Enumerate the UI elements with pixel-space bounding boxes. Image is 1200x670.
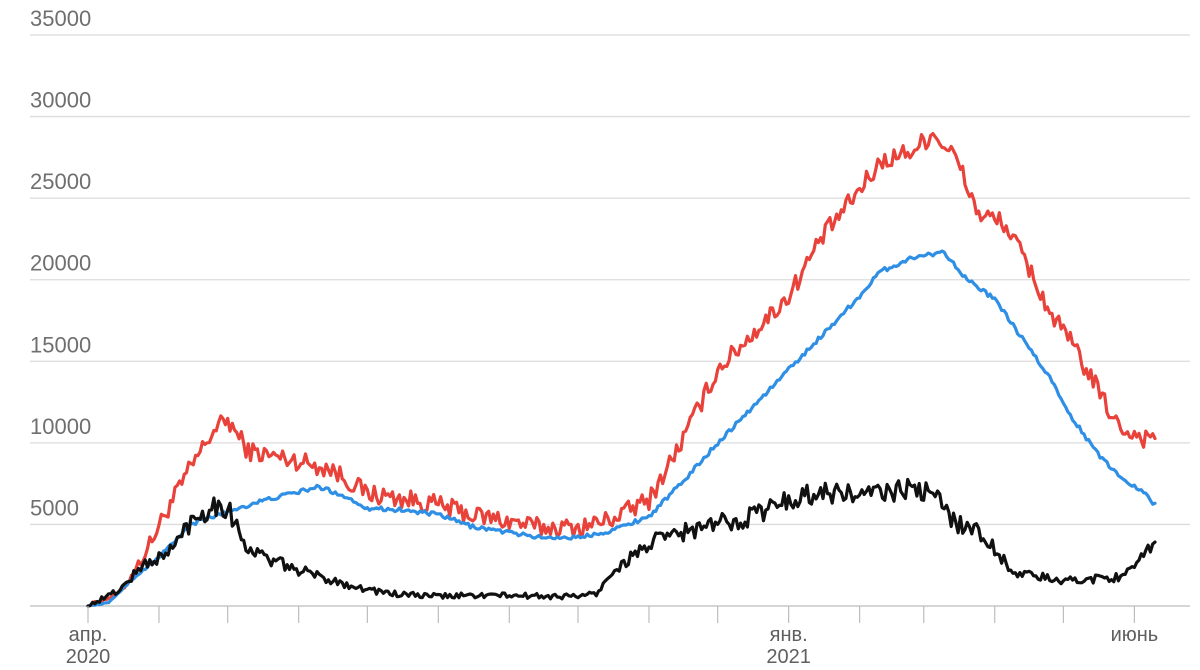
y-tick-label: 15000 [30,332,91,357]
y-tick-label: 5000 [30,495,79,520]
x-tick-label-year: 2020 [66,646,111,668]
x-tick-label: июнь [1111,624,1159,646]
y-tick-label: 20000 [30,251,91,276]
series-lines [86,132,1157,608]
y-tick-label: 35000 [30,6,91,31]
y-tick-label: 25000 [30,169,91,194]
series-line-1 [86,132,1157,608]
x-tick-label: янв. [770,624,808,646]
x-axis-ticks [87,606,1135,623]
x-axis-labels: апр.2020 янв.2021 июнь [66,624,1158,668]
y-tick-label: 30000 [30,88,91,113]
x-tick-label-year: 2021 [766,646,811,668]
y-tick-label: 10000 [30,414,91,439]
series-line-2 [86,249,1157,608]
x-tick-label: апр. [69,624,108,646]
series-line-3 [86,477,1157,608]
